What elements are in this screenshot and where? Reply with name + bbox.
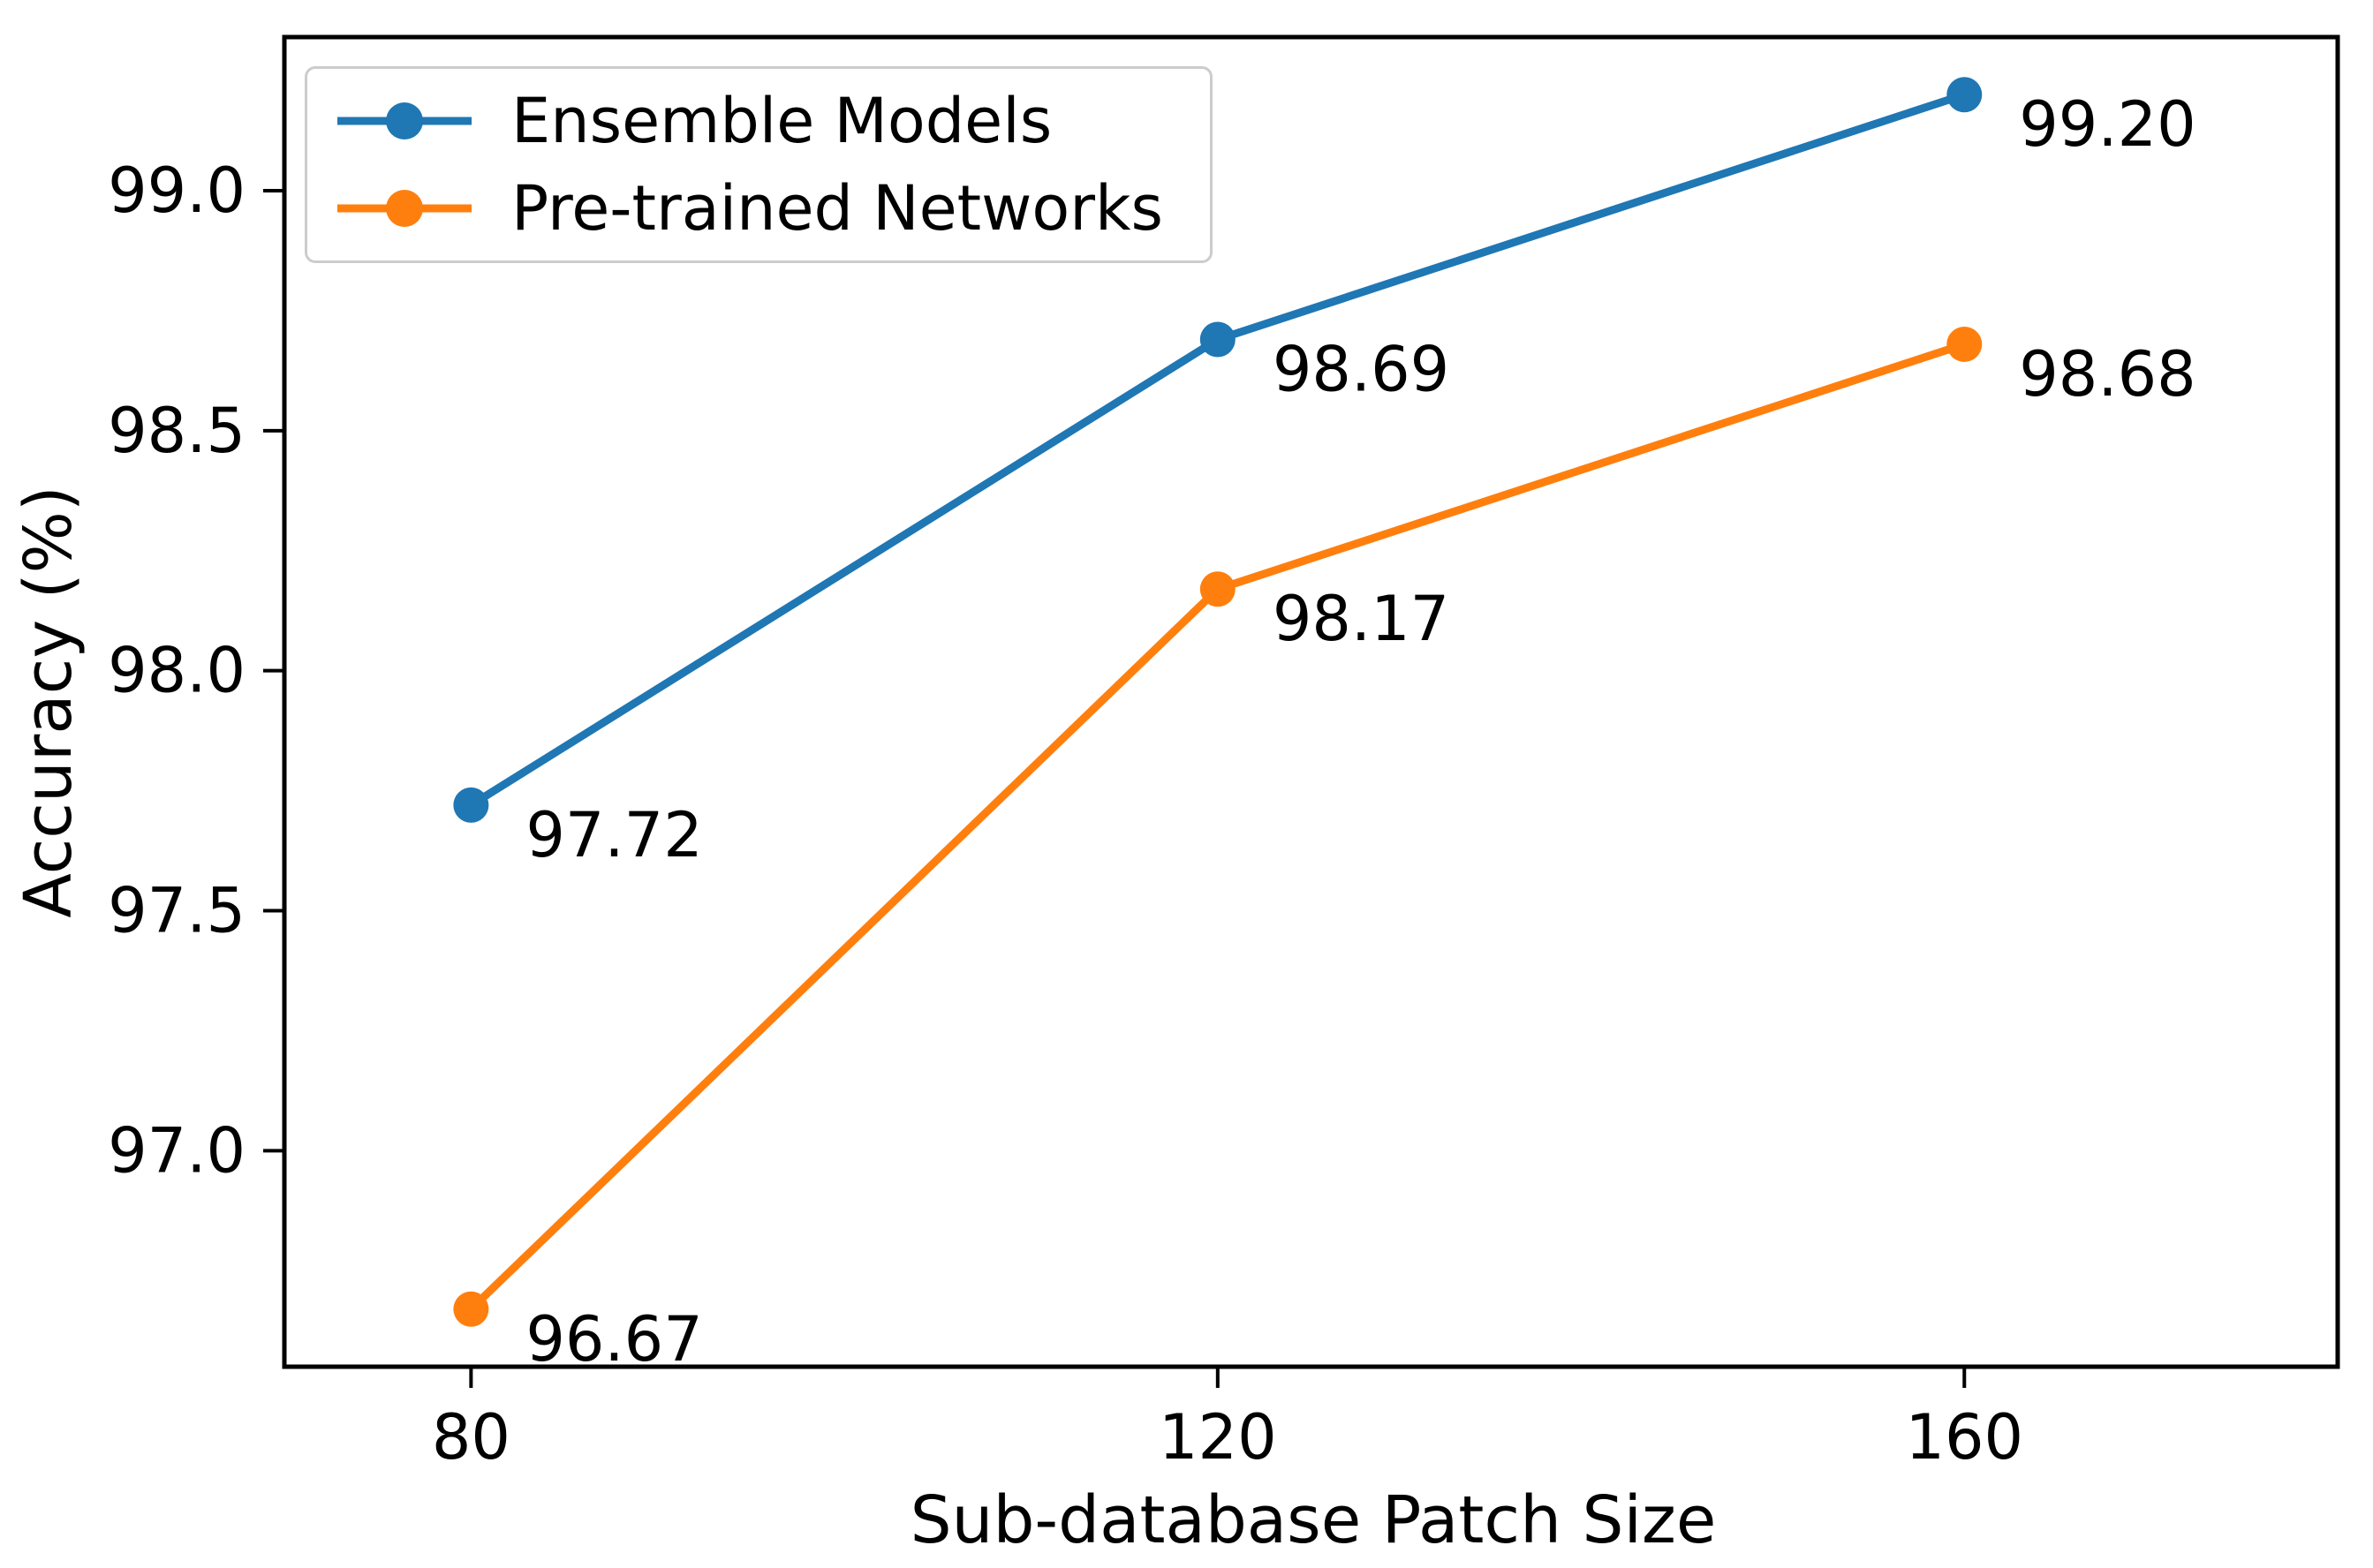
x-tick-label: 120 (1159, 1401, 1277, 1474)
data-point-label: 99.20 (2019, 88, 2195, 161)
data-point-marker (453, 1291, 489, 1327)
data-point-marker (1946, 326, 1983, 362)
line-marker-icon (337, 189, 472, 228)
y-tick-label: 98.0 (108, 635, 246, 707)
legend-label: Pre-trained Networks (511, 171, 1163, 245)
data-point-label: 98.17 (1273, 583, 1449, 655)
legend-label: Ensemble Models (511, 85, 1053, 158)
y-tick-label: 97.5 (108, 875, 246, 947)
legend-item-pre-trained-networks: Pre-trained Networks (337, 172, 1201, 245)
legend-item-ensemble-models: Ensemble Models (337, 85, 1201, 157)
y-tick-label: 97.0 (108, 1114, 246, 1187)
y-axis-label: Accuracy (%) (11, 486, 87, 918)
x-tick-label: 80 (432, 1401, 510, 1474)
line-marker-icon (337, 102, 472, 140)
legend: Ensemble Models Pre-trained Networks (305, 66, 1213, 263)
x-tick-label: 160 (1905, 1401, 2023, 1474)
data-point-label: 97.72 (525, 799, 702, 871)
data-point-marker (1199, 321, 1236, 358)
data-point-label: 98.68 (2019, 338, 2195, 411)
data-point-label: 98.69 (1273, 334, 1449, 406)
y-tick-label: 98.5 (108, 395, 246, 467)
plot-border (282, 34, 2340, 1369)
y-tick-label: 99.0 (108, 155, 246, 227)
x-axis-label: Sub-database Patch Size (910, 1482, 1717, 1558)
data-point-marker (453, 787, 489, 823)
data-point-marker (1946, 77, 1983, 113)
data-point-marker (1199, 571, 1236, 607)
data-point-label: 96.67 (525, 1303, 702, 1376)
